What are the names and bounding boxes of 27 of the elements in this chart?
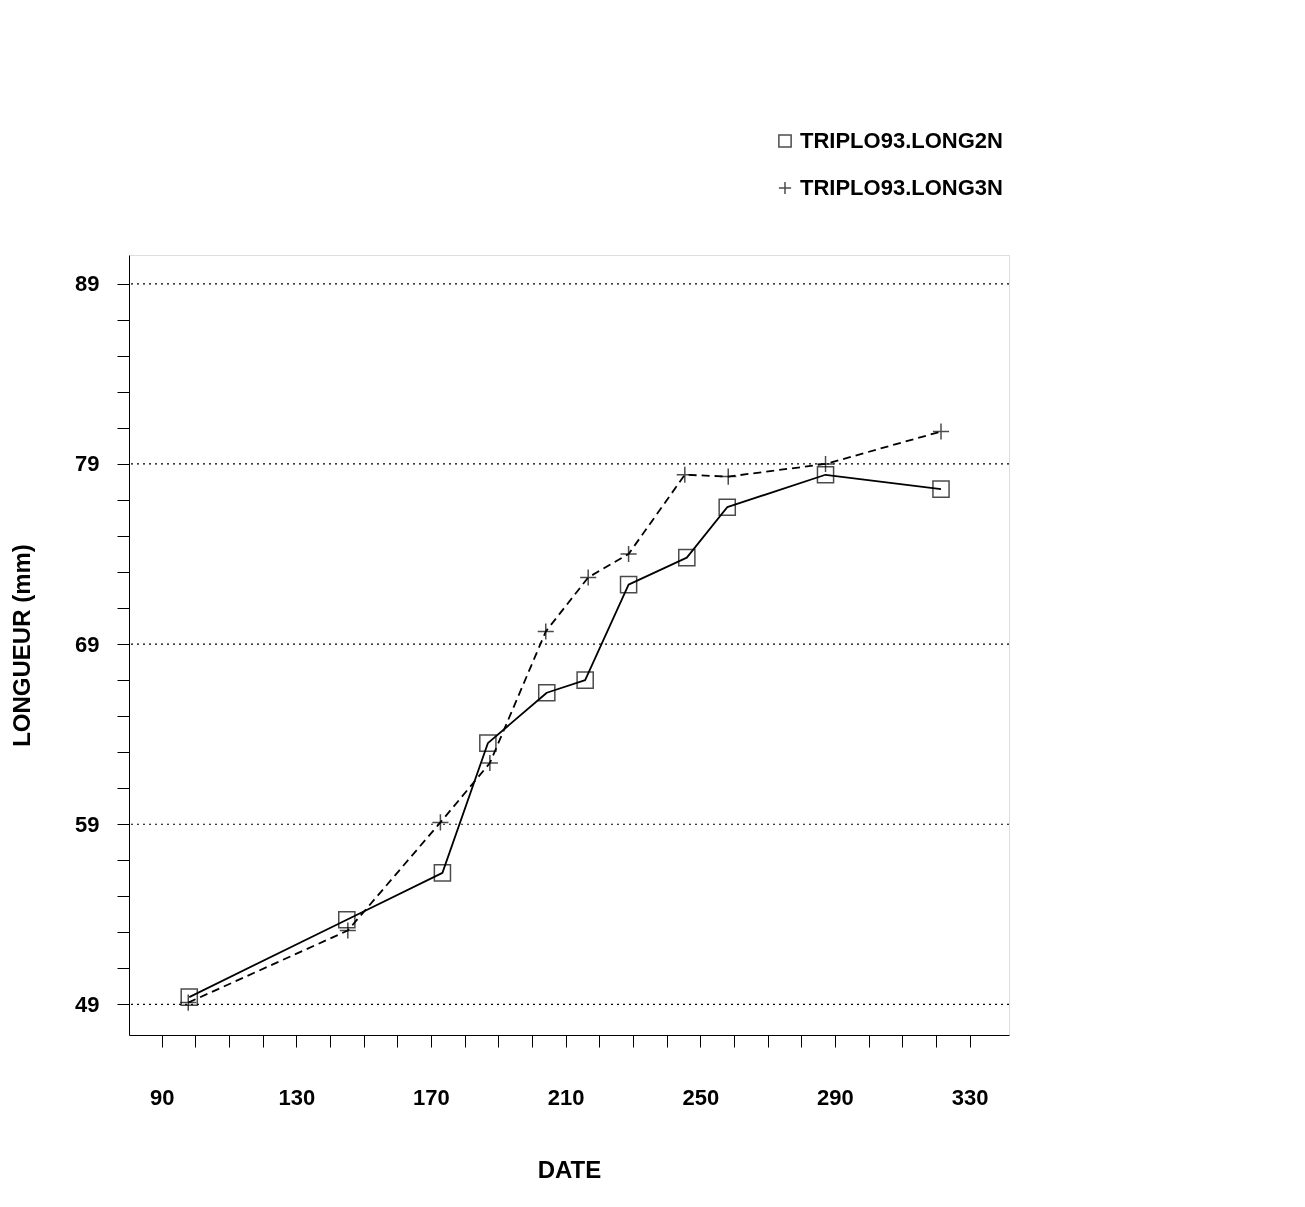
- point: [718, 498, 737, 517]
- x-tick-label: 250: [682, 1084, 720, 1110]
- point: [619, 575, 638, 594]
- x-tick-label: 210: [547, 1084, 585, 1110]
- point: [816, 465, 835, 484]
- y-tick-label: 49: [75, 991, 100, 1017]
- x-tick-label: 330: [951, 1084, 989, 1110]
- point: [678, 548, 696, 567]
- point: [932, 480, 950, 498]
- point: [576, 671, 594, 689]
- y-tick-label: 69: [75, 631, 100, 657]
- x-tick-label: 290: [817, 1084, 854, 1110]
- legend-label: TRIPLO93.LONG2N: [800, 128, 1003, 153]
- point: [433, 864, 452, 882]
- y-tick-label: 59: [75, 811, 100, 837]
- point: [537, 683, 556, 702]
- x-tick-label: 90: [149, 1084, 175, 1110]
- point: [479, 734, 497, 752]
- x-tick-label: 170: [413, 1084, 450, 1110]
- y-tick-label: 79: [75, 451, 100, 477]
- y-axis-title: LONGUEUR (mm): [8, 544, 36, 747]
- point: [338, 910, 356, 929]
- y-tick-label: 89: [75, 271, 100, 297]
- legend-label: TRIPLO93.LONG3N: [800, 175, 1003, 200]
- point: [180, 988, 199, 1006]
- x-axis-title: DATE: [537, 1155, 602, 1183]
- x-tick-label: 130: [278, 1084, 316, 1110]
